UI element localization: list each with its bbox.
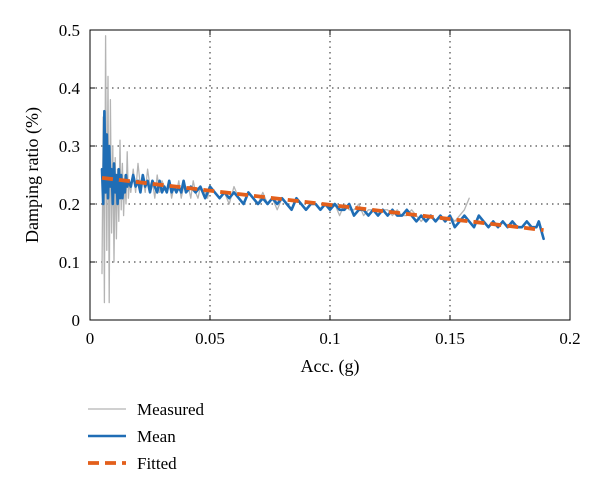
x-tick-label-4: 0.2 [559, 329, 580, 348]
y-tick-label-3: 0.3 [59, 137, 80, 156]
y-tick-label-1: 0.1 [59, 253, 80, 272]
x-tick-label-0: 0 [86, 329, 95, 348]
legend-label-measured: Measured [137, 400, 205, 419]
series-layer [100, 35, 545, 304]
x-tick-label-3: 0.15 [435, 329, 465, 348]
y-axis-label: Damping ratio (%) [22, 107, 43, 243]
plot-frame [89, 29, 571, 321]
series-line-fitted [101, 176, 544, 232]
series-line-measured [101, 35, 470, 304]
legend-label-mean: Mean [137, 427, 176, 446]
x-tick-label-1: 0.05 [195, 329, 225, 348]
legend-label-fitted: Fitted [137, 454, 177, 473]
y-tick-label-4: 0.4 [59, 79, 81, 98]
y-tick-label-2: 0.2 [59, 195, 80, 214]
axis-ticks: 0 0.05 0.1 0.15 0.2 0 0.1 0.2 0.3 0.4 0.5 [59, 21, 581, 348]
y-tick-label-5: 0.5 [59, 21, 80, 40]
x-axis-label: Acc. (g) [301, 356, 360, 377]
y-tick-label-0: 0 [72, 311, 81, 330]
x-tick-label-2: 0.1 [319, 329, 340, 348]
grid-lines [90, 30, 570, 320]
legend: Measured Mean Fitted [88, 400, 205, 473]
series-line-mean [100, 109, 545, 241]
